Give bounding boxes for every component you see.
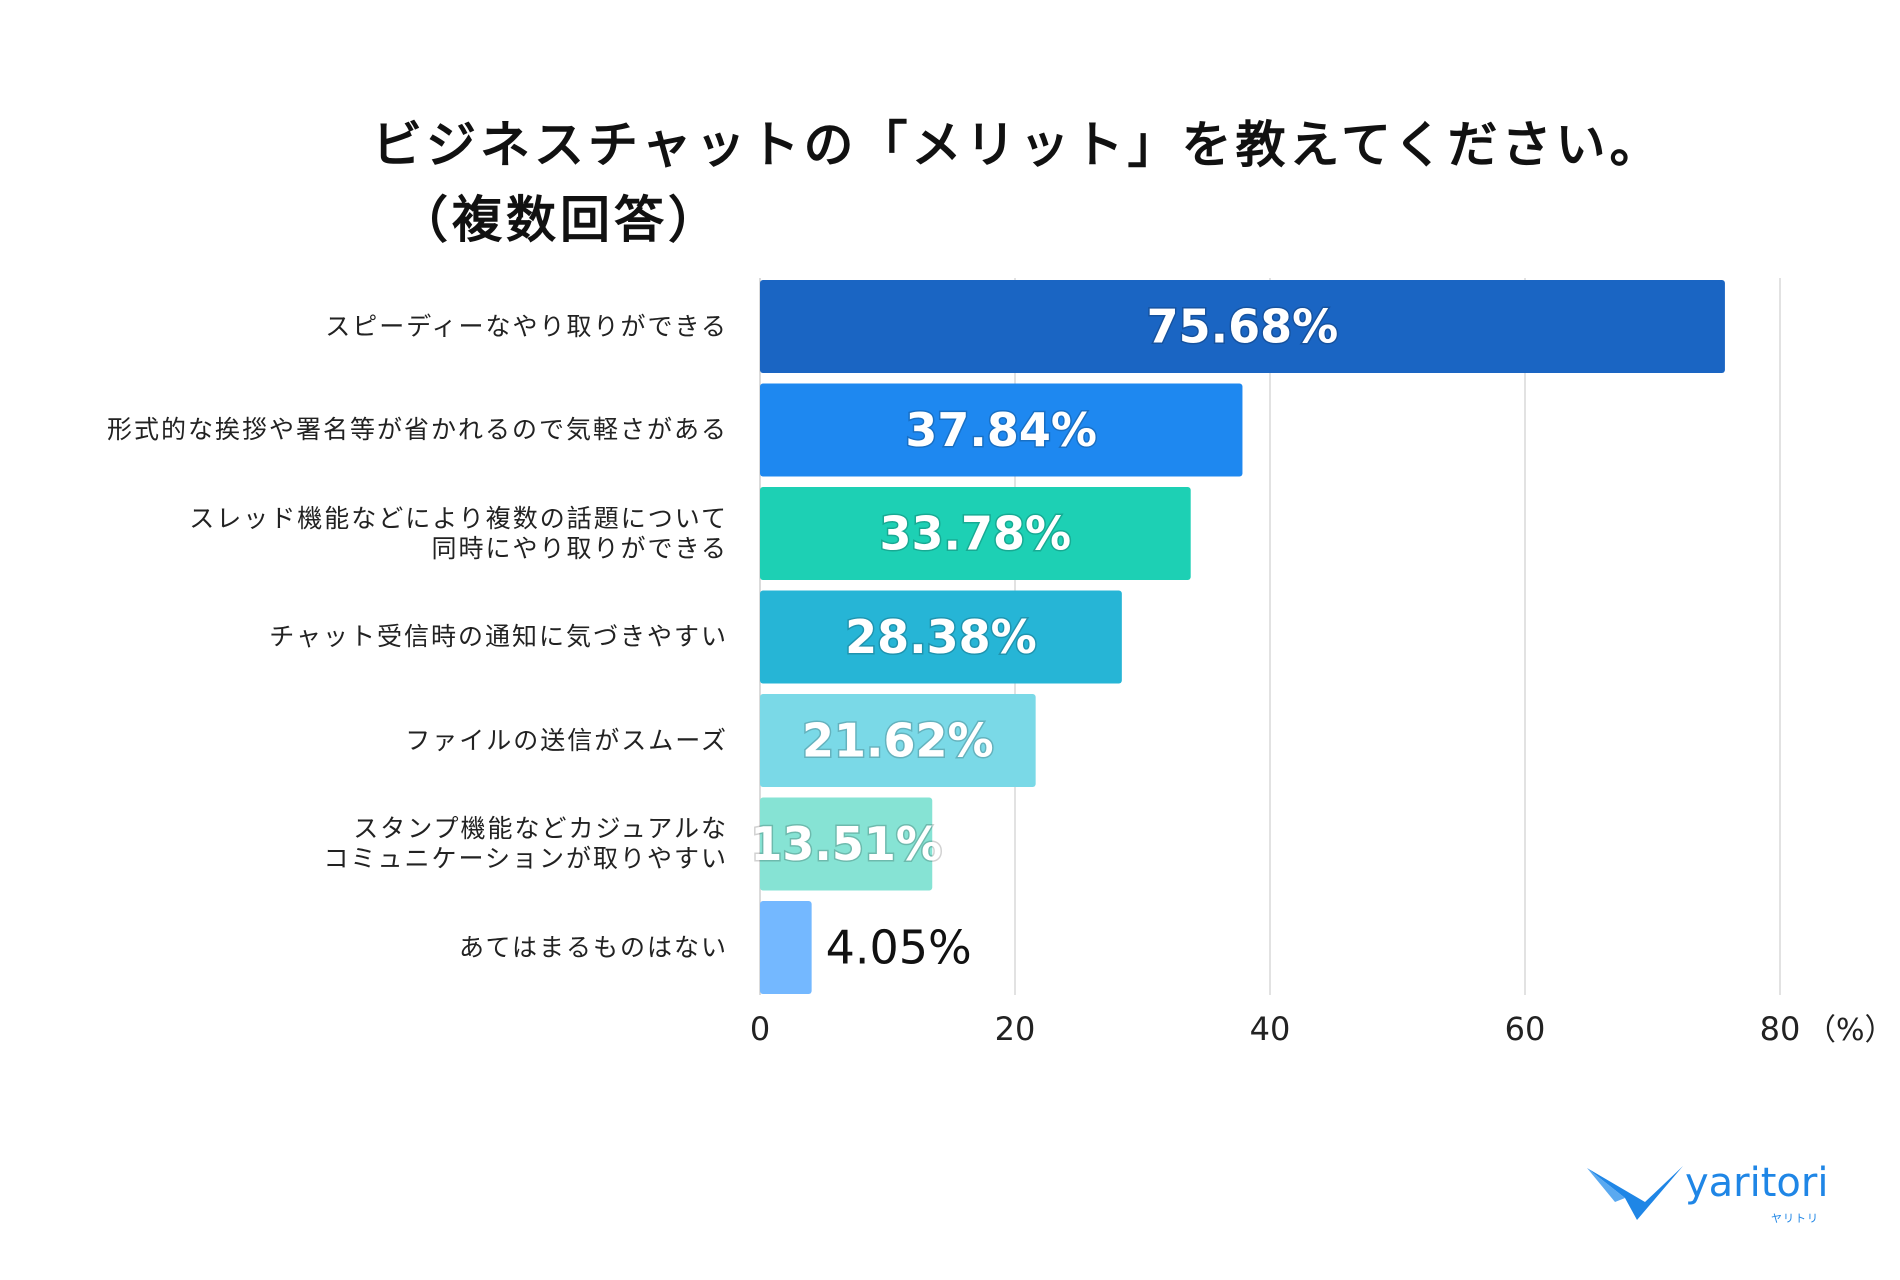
x-tick-label: 40	[1250, 1010, 1291, 1048]
category-label: スレッド機能などにより複数の話題について 同時にやり取りができる	[8, 504, 728, 564]
bar	[760, 383, 1243, 477]
x-tick-label: 20	[995, 1010, 1036, 1048]
bar	[760, 280, 1725, 373]
chart-title-line-1: ビジネスチャットの「メリット」を教えてください。	[372, 116, 1664, 174]
data-label: 28.38%	[845, 610, 1037, 664]
category-label-line: チャット受信時の通知に気づきやすい	[269, 622, 728, 651]
bird-logo-icon	[1587, 1166, 1683, 1220]
logo-text: yaritori	[1685, 1160, 1829, 1206]
category-label: 形式的な挨拶や署名等が省かれるので気軽さがある	[8, 415, 728, 445]
bar	[760, 797, 933, 891]
yaritori-logo: yaritori ヤリトリ	[1585, 1160, 1829, 1230]
category-label: スピーディーなやり取りができる	[8, 312, 728, 342]
category-label: スタンプ機能などカジュアルな コミュニケーションが取りやすい	[8, 814, 728, 874]
category-label-line: あてはまるものはない	[458, 932, 728, 962]
data-label: 75.68%	[1147, 300, 1339, 354]
chart-title-line-2: （複数回答）	[398, 191, 722, 249]
data-label: 4.05%	[826, 921, 972, 975]
category-label: ファイルの送信がスムーズ	[8, 726, 728, 756]
x-tick-label: 60	[1505, 1010, 1546, 1048]
data-label: 33.78%	[880, 507, 1072, 561]
category-label: チャット受信時の通知に気づきやすい	[8, 622, 728, 652]
category-label-line: ファイルの送信がスムーズ	[405, 725, 728, 755]
bar	[760, 901, 812, 994]
bar	[760, 487, 1191, 580]
x-tick-label: 0	[750, 1010, 770, 1048]
category-label-line: スピーディーなやり取りができる	[325, 311, 728, 341]
category-label-line: スタンプ機能などカジュアルな	[353, 814, 728, 843]
bar	[760, 694, 1036, 787]
category-label-line: スレッド機能などにより複数の話題について	[189, 503, 728, 533]
category-label: あてはまるものはない	[8, 933, 728, 963]
data-label: 13.51%	[750, 817, 942, 871]
data-label: 37.84%	[905, 403, 1097, 457]
x-axis-unit: （%）	[1806, 1013, 1895, 1048]
x-tick-label: 80	[1760, 1010, 1801, 1048]
category-label-line: 形式的な挨拶や署名等が省かれるので気軽さがある	[106, 415, 728, 444]
logo-subtext: ヤリトリ	[1771, 1212, 1819, 1225]
bar	[760, 590, 1122, 684]
data-label: 21.62%	[802, 714, 994, 768]
category-label-line: 同時にやり取りができる	[431, 533, 728, 563]
category-label-line: コミュニケーションが取りやすい	[323, 844, 728, 873]
